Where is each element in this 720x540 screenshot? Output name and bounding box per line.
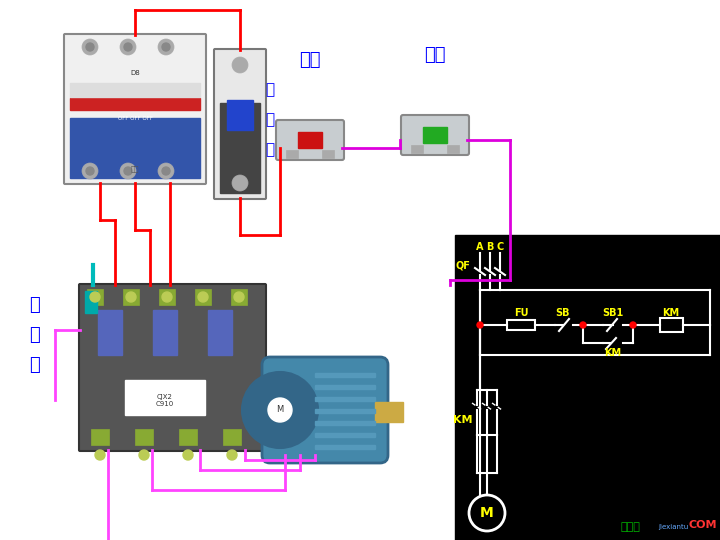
Text: OFF OFF OFF: OFF OFF OFF: [117, 116, 153, 121]
Text: 停止: 停止: [300, 51, 320, 69]
Bar: [179, 429, 197, 445]
FancyBboxPatch shape: [79, 284, 266, 451]
Bar: [298, 132, 322, 148]
Bar: [315, 433, 375, 437]
Circle shape: [242, 372, 318, 448]
Text: M: M: [276, 406, 284, 415]
Bar: [660, 318, 683, 332]
Circle shape: [232, 57, 248, 73]
Circle shape: [630, 322, 636, 328]
Text: 路: 路: [266, 112, 274, 127]
Bar: [315, 385, 375, 389]
Bar: [423, 127, 447, 143]
Bar: [85, 291, 97, 313]
Text: QF: QF: [456, 260, 470, 270]
Bar: [315, 409, 375, 413]
Circle shape: [162, 167, 170, 175]
Bar: [70, 98, 200, 110]
Circle shape: [580, 322, 586, 328]
Text: 接线图: 接线图: [620, 522, 640, 532]
Circle shape: [183, 450, 193, 460]
Circle shape: [126, 292, 136, 302]
Bar: [70, 118, 200, 178]
Circle shape: [198, 292, 208, 302]
Bar: [447, 145, 459, 153]
Circle shape: [120, 39, 136, 55]
FancyBboxPatch shape: [214, 49, 266, 199]
Bar: [455, 235, 720, 540]
Circle shape: [86, 43, 94, 51]
Text: jiexiantu: jiexiantu: [658, 524, 688, 530]
Bar: [227, 100, 253, 130]
Bar: [375, 402, 403, 422]
Text: 断: 断: [266, 83, 274, 98]
Bar: [208, 310, 232, 355]
FancyBboxPatch shape: [64, 34, 206, 184]
Text: C: C: [496, 242, 503, 252]
Bar: [220, 103, 260, 193]
Circle shape: [162, 292, 172, 302]
Text: 接: 接: [30, 296, 40, 314]
Bar: [125, 380, 205, 415]
Text: KM: KM: [604, 348, 621, 358]
Circle shape: [268, 398, 292, 422]
Circle shape: [227, 450, 237, 460]
Circle shape: [82, 163, 98, 179]
Bar: [286, 150, 298, 158]
Bar: [223, 429, 241, 445]
Bar: [159, 289, 175, 305]
Text: CJX2
C910: CJX2 C910: [156, 394, 174, 407]
Circle shape: [124, 167, 132, 175]
Text: SB1: SB1: [603, 308, 624, 318]
Text: FU: FU: [514, 308, 528, 318]
FancyBboxPatch shape: [276, 120, 344, 160]
Bar: [98, 310, 122, 355]
FancyBboxPatch shape: [401, 115, 469, 155]
Text: 触: 触: [30, 326, 40, 344]
Bar: [315, 421, 375, 425]
Circle shape: [120, 163, 136, 179]
Circle shape: [90, 292, 100, 302]
Text: 节电: 节电: [131, 165, 139, 172]
Circle shape: [162, 43, 170, 51]
Bar: [87, 289, 103, 305]
Circle shape: [234, 292, 244, 302]
Bar: [411, 145, 423, 153]
Bar: [315, 445, 375, 449]
Circle shape: [82, 39, 98, 55]
Bar: [153, 310, 177, 355]
Bar: [231, 289, 247, 305]
Bar: [507, 320, 535, 330]
FancyBboxPatch shape: [262, 357, 388, 463]
Text: D8: D8: [130, 70, 140, 76]
Text: M: M: [480, 506, 494, 520]
Text: B: B: [486, 242, 494, 252]
Text: 器: 器: [30, 356, 40, 374]
Circle shape: [158, 163, 174, 179]
Text: COM: COM: [689, 520, 717, 530]
Text: KM: KM: [662, 308, 680, 318]
Circle shape: [139, 450, 149, 460]
Bar: [91, 429, 109, 445]
Circle shape: [95, 450, 105, 460]
Circle shape: [124, 43, 132, 51]
Text: KM: KM: [454, 415, 473, 425]
Circle shape: [86, 167, 94, 175]
Bar: [123, 289, 139, 305]
Bar: [315, 373, 375, 377]
Bar: [135, 429, 153, 445]
Text: 启动: 启动: [424, 46, 446, 64]
Circle shape: [477, 322, 483, 328]
Text: 器: 器: [266, 143, 274, 158]
Circle shape: [158, 39, 174, 55]
Text: A: A: [476, 242, 484, 252]
Bar: [322, 150, 334, 158]
Circle shape: [232, 175, 248, 191]
Bar: [315, 397, 375, 401]
Bar: [70, 83, 200, 97]
Text: SB: SB: [556, 308, 570, 318]
Bar: [195, 289, 211, 305]
